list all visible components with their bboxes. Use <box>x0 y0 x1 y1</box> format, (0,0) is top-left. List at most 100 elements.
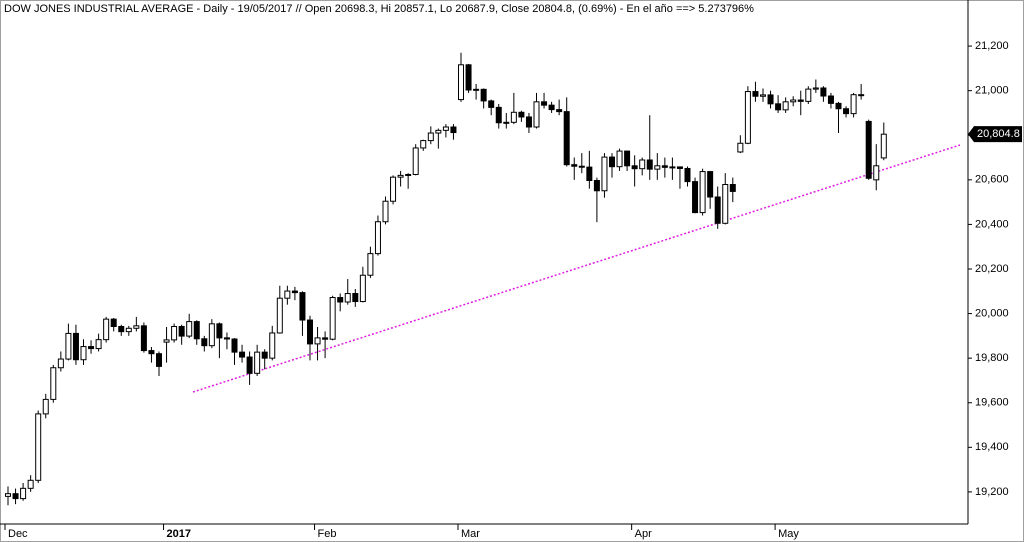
candle-body <box>624 150 631 167</box>
x-tick-label: May <box>778 528 799 540</box>
x-tick-label: 2017 <box>167 528 191 540</box>
y-tick-label: 21,200 <box>975 40 1009 52</box>
candle-body <box>865 120 872 179</box>
candle-body <box>450 126 457 134</box>
candle-body <box>548 104 555 111</box>
candle-body <box>397 174 404 178</box>
candle-body <box>223 337 230 340</box>
candle-body <box>156 353 162 367</box>
candle-body <box>843 108 850 115</box>
candle-body <box>827 95 834 104</box>
candle-body <box>850 94 857 115</box>
candle-body <box>299 292 306 321</box>
candle-body <box>337 297 344 303</box>
candle-body <box>820 87 827 97</box>
candle-body <box>405 173 412 176</box>
candle-body <box>593 179 600 192</box>
candle-body <box>382 200 389 223</box>
candle-body <box>692 181 699 214</box>
candle-body <box>465 64 472 91</box>
candle-body <box>533 101 540 128</box>
candle-body <box>714 196 721 224</box>
candle-body <box>609 156 615 168</box>
candle-body <box>261 351 268 359</box>
last-value-label: 20,804.8 <box>977 128 1020 140</box>
candle-body <box>80 346 87 361</box>
candle-body <box>27 479 34 489</box>
candle-body <box>578 165 585 168</box>
y-tick-label: 20,000 <box>975 307 1009 319</box>
candle-body <box>541 101 548 106</box>
candle-body <box>790 99 797 103</box>
candle-body <box>12 493 19 500</box>
candle-body <box>639 159 646 170</box>
candle-body <box>254 351 261 374</box>
candle-body <box>352 293 359 303</box>
candle-body <box>737 142 744 153</box>
y-tick-label: 21,000 <box>975 85 1009 97</box>
candle-body <box>518 111 525 118</box>
candle-body <box>676 166 683 169</box>
candle-body <box>322 337 329 340</box>
candle-body <box>412 147 419 175</box>
y-tick-label: 19,400 <box>975 441 1009 453</box>
last-value-badge <box>968 126 1022 143</box>
candle-body <box>65 332 72 360</box>
candle-body <box>359 274 366 303</box>
x-tick-label: Dec <box>8 528 28 540</box>
candle-body <box>661 165 668 168</box>
candle-body <box>631 165 638 170</box>
candle-body <box>307 319 313 345</box>
candle-body <box>510 111 517 123</box>
candle-body <box>744 91 751 144</box>
candle-body <box>646 159 653 170</box>
candle-body <box>88 346 95 350</box>
candle-body <box>374 221 381 255</box>
candle-body <box>420 140 427 149</box>
candle-body <box>488 100 495 108</box>
candle-body <box>186 321 193 337</box>
candle-body <box>435 129 442 134</box>
candle-body <box>722 184 729 224</box>
y-tick-label: 20,600 <box>975 174 1009 186</box>
candle-body <box>480 88 487 102</box>
candle-body <box>812 87 819 90</box>
x-tick-label: Mar <box>461 528 480 540</box>
y-tick-label: 20,400 <box>975 218 1009 230</box>
candle-body <box>95 339 102 350</box>
candle-body <box>669 166 676 169</box>
candle-body <box>344 293 351 303</box>
candle-body <box>125 327 132 333</box>
candle-body <box>163 339 170 343</box>
candle-body <box>201 338 208 347</box>
candle-body <box>216 323 223 339</box>
y-tick-label: 19,600 <box>975 397 1009 409</box>
candle-body <box>20 487 27 500</box>
candle-body <box>752 91 759 97</box>
candle-body <box>110 318 117 328</box>
candle-body <box>193 321 200 340</box>
candle-body <box>684 167 691 183</box>
candle-body <box>442 126 449 131</box>
candle-body <box>35 413 42 481</box>
candle-body <box>458 64 464 101</box>
candle-body <box>473 88 480 91</box>
candle-body <box>390 176 397 202</box>
x-tick-label: Apr <box>635 528 652 540</box>
candle-body <box>880 133 887 159</box>
candle-body <box>858 94 865 97</box>
candle-body <box>133 325 140 329</box>
candle-body <box>367 253 374 276</box>
candle-body <box>72 332 79 361</box>
y-tick-label: 19,200 <box>975 486 1009 498</box>
candle-body <box>57 358 64 369</box>
y-tick-label: 19,800 <box>975 352 1009 364</box>
candle-body <box>729 184 736 192</box>
candle-body <box>239 351 246 358</box>
candle-body <box>571 164 578 167</box>
candle-body <box>291 290 298 294</box>
candle-body <box>246 356 253 374</box>
candle-body <box>707 171 714 198</box>
candle-body <box>208 323 215 347</box>
